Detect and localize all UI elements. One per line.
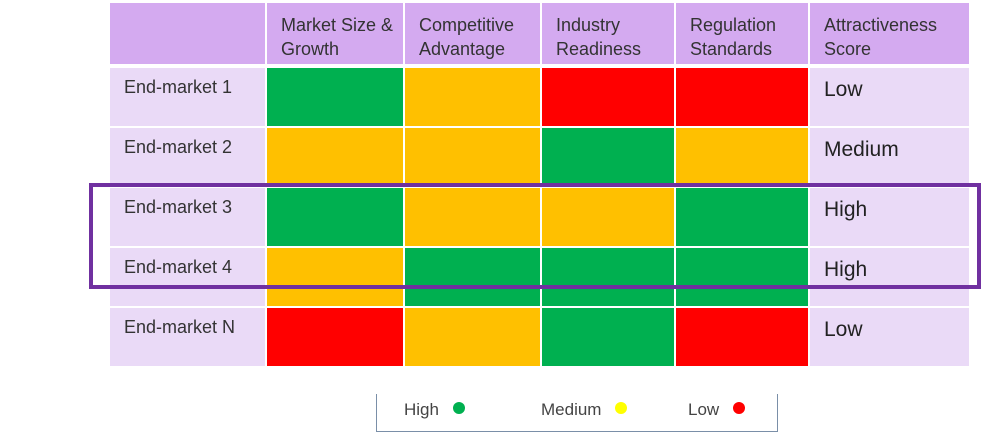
- rating-cell: [676, 128, 810, 188]
- column-header-5: Attractiveness Score: [810, 3, 971, 66]
- legend-dot-low: [733, 402, 746, 414]
- legend-dot-high: [452, 402, 465, 414]
- rating-cell: [267, 128, 405, 188]
- column-header-2: Competitive Advantage: [405, 3, 542, 66]
- legend-label-high: High: [404, 400, 439, 419]
- rating-cell: [405, 68, 542, 128]
- attractiveness-score: Low: [810, 68, 971, 128]
- header-corner: [110, 3, 267, 66]
- legend-item-medium: Medium: [541, 400, 628, 420]
- legend-item-low: Low: [688, 400, 746, 420]
- legend-item-high: High: [404, 400, 465, 420]
- attractiveness-score: High: [810, 188, 971, 248]
- rating-cell: [542, 308, 676, 368]
- row-label: End-market 4: [110, 248, 267, 308]
- rating-cell: [542, 188, 676, 248]
- row-label: End-market 2: [110, 128, 267, 188]
- row-label: End-market 3: [110, 188, 267, 248]
- legend-dot-medium: [615, 402, 628, 414]
- column-header-3: Industry Readiness: [542, 3, 676, 66]
- column-header-1: Market Size & Growth: [267, 3, 405, 66]
- attractiveness-score: Medium: [810, 128, 971, 188]
- legend-label-low: Low: [688, 400, 720, 419]
- rating-cell: [676, 68, 810, 128]
- rating-cell: [405, 128, 542, 188]
- rating-cell: [676, 188, 810, 248]
- rating-cell: [267, 188, 405, 248]
- rating-cell: [267, 68, 405, 128]
- rating-cell: [542, 248, 676, 308]
- rating-cell: [405, 188, 542, 248]
- rating-cell: [267, 248, 405, 308]
- legend-label-medium: Medium: [541, 400, 602, 419]
- rating-cell: [676, 248, 810, 308]
- attractiveness-score: Low: [810, 308, 971, 368]
- column-header-4: Regulation Standards: [676, 3, 810, 66]
- rating-cell: [542, 128, 676, 188]
- attractiveness-score: High: [810, 248, 971, 308]
- rating-cell: [542, 68, 676, 128]
- legend: High Medium Low: [376, 394, 778, 432]
- rating-cell: [676, 308, 810, 368]
- row-label: End-market 1: [110, 68, 267, 128]
- rating-cell: [405, 248, 542, 308]
- row-label: End-market N: [110, 308, 267, 368]
- rating-cell: [267, 308, 405, 368]
- rating-cell: [405, 308, 542, 368]
